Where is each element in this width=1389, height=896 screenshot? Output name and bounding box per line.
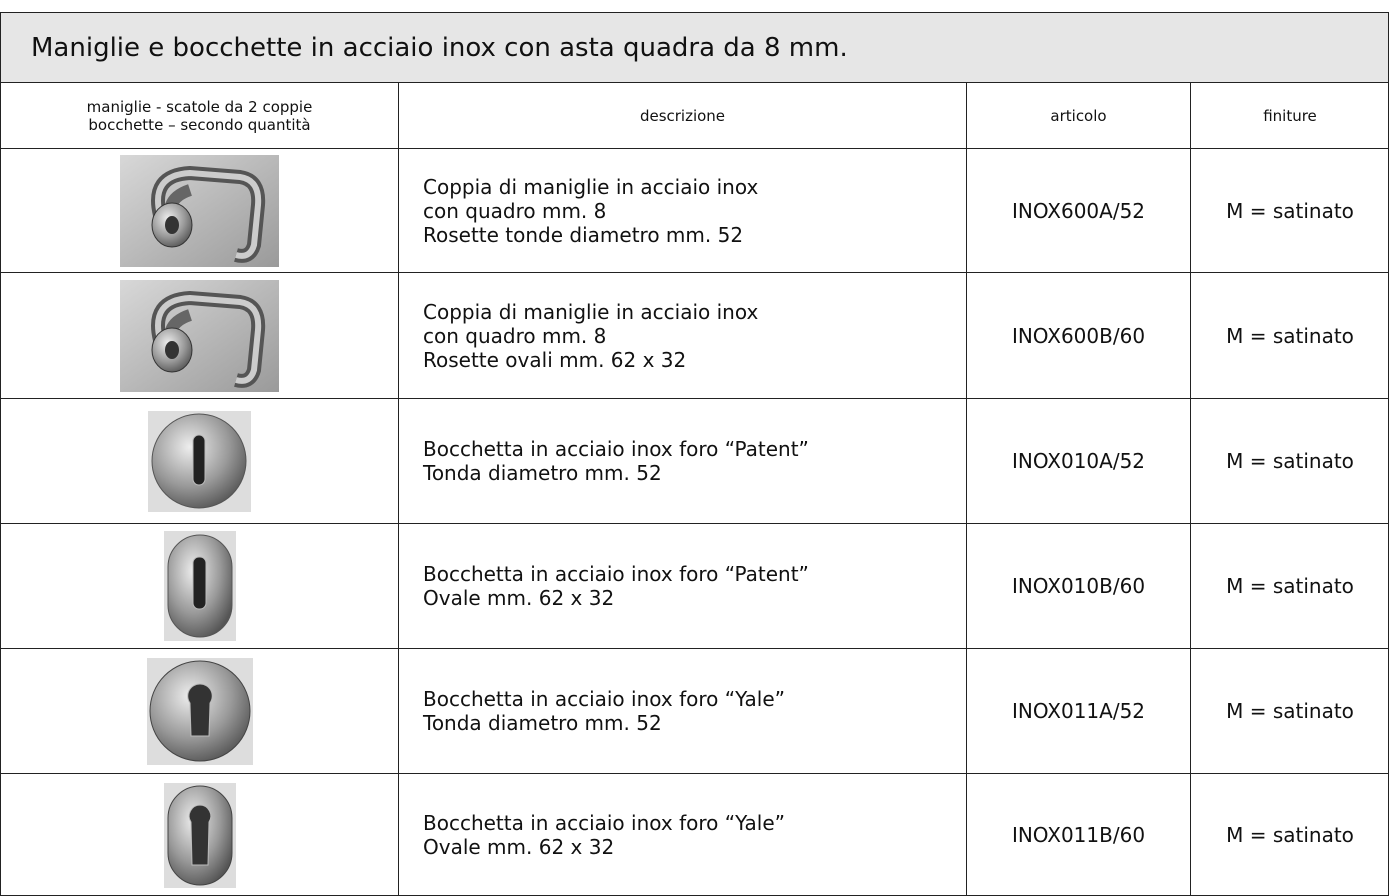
- finish: M = satinato: [1190, 523, 1389, 648]
- description-cell: Bocchetta in acciaio inox foro “Yale” Ova…: [398, 773, 966, 896]
- article-code: INOX010A/52: [966, 398, 1190, 523]
- article-code: INOX010B/60: [966, 523, 1190, 648]
- product-image: [148, 411, 251, 512]
- title: Maniglie e bocchette in acciaio inox con…: [0, 12, 1389, 82]
- description-line: Bocchetta in acciaio inox foro “Yale”: [423, 687, 786, 711]
- product-image: [164, 531, 236, 641]
- description-cell: Bocchetta in acciaio inox foro “Yale” Ton…: [398, 648, 966, 773]
- description: Bocchetta in acciaio inox foro “Yale” Ova…: [423, 811, 785, 859]
- article-code: INOX011B/60: [966, 773, 1190, 896]
- image-cell: [0, 773, 398, 896]
- column-header: finiture: [1190, 82, 1389, 148]
- description: Coppia di maniglie in acciaio inox con qu…: [423, 300, 758, 372]
- image-cell: [0, 148, 398, 272]
- description-line: Coppia di maniglie in acciaio inox: [423, 174, 759, 199]
- article-code: INOX600A/52: [966, 148, 1190, 272]
- image-cell: [0, 272, 398, 398]
- description-line: Bocchetta in acciaio inox foro “Patent”: [423, 437, 809, 461]
- image-cell: [0, 398, 398, 523]
- column-header: maniglie - scatole da 2 coppie bocchette …: [0, 82, 398, 148]
- article-code: INOX011A/52: [966, 648, 1190, 773]
- description-line: Bocchetta in acciaio inox foro “Yale”: [423, 811, 786, 835]
- description-line: con quadro mm. 8: [423, 198, 607, 223]
- description: Bocchetta in acciaio inox foro “Patent” O…: [423, 562, 809, 610]
- description-line: Tonda diametro mm. 52: [423, 711, 662, 735]
- column-header: articolo: [966, 82, 1190, 148]
- product-image: [164, 783, 236, 888]
- header-line: maniglie - scatole da 2 coppie: [86, 97, 313, 116]
- image-cell: [0, 523, 398, 648]
- description-line: Ovale mm. 62 x 32: [423, 586, 615, 610]
- description-line: Coppia di maniglie in acciaio inox: [423, 299, 759, 324]
- description: Bocchetta in acciaio inox foro “Patent” T…: [423, 437, 809, 485]
- description: Coppia di maniglie in acciaio inox con qu…: [423, 175, 758, 247]
- description-cell: Bocchetta in acciaio inox foro “Patent” T…: [398, 398, 966, 523]
- finish: M = satinato: [1190, 773, 1389, 896]
- finish: M = satinato: [1190, 272, 1389, 398]
- article-code: INOX600B/60: [966, 272, 1190, 398]
- description-cell: Coppia di maniglie in acciaio inox con qu…: [398, 148, 966, 272]
- description: Bocchetta in acciaio inox foro “Yale” Ton…: [423, 687, 785, 735]
- description-line: Rosette ovali mm. 62 x 32: [423, 347, 687, 372]
- finish: M = satinato: [1190, 648, 1389, 773]
- description-line: Ovale mm. 62 x 32: [423, 835, 615, 859]
- description-cell: Bocchetta in acciaio inox foro “Patent” O…: [398, 523, 966, 648]
- finish: M = satinato: [1190, 148, 1389, 272]
- description-line: Rosette tonde diametro mm. 52: [423, 222, 744, 247]
- description-line: Bocchetta in acciaio inox foro “Patent”: [423, 562, 809, 586]
- image-cell: [0, 648, 398, 773]
- column-header: descrizione: [398, 82, 966, 148]
- description-line: con quadro mm. 8: [423, 323, 607, 348]
- header-line: bocchette – secondo quantità: [88, 115, 311, 134]
- product-image: [120, 280, 279, 392]
- finish: M = satinato: [1190, 398, 1389, 523]
- description-cell: Coppia di maniglie in acciaio inox con qu…: [398, 272, 966, 398]
- description-line: Tonda diametro mm. 52: [423, 461, 662, 485]
- product-image: [120, 155, 279, 267]
- product-image: [147, 658, 253, 765]
